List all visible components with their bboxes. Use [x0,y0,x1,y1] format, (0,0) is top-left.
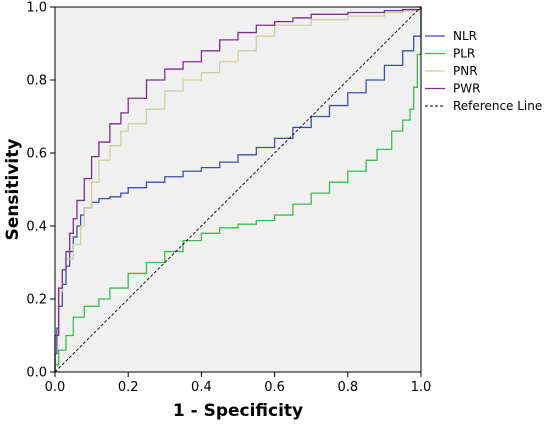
x-tick-label: 0.6 [264,380,285,395]
legend-label-nlr: NLR [453,29,477,43]
series-layer [54,6,422,373]
legend-label-plr: PLR [453,47,475,61]
x-tick-label: 1.0 [411,380,432,395]
x-tick-label: 0.4 [191,380,212,395]
y-tick-label: 0.2 [26,293,47,308]
x-tick-label: 0.0 [45,380,66,395]
y-tick-label: 0.8 [26,74,47,89]
y-axis-title: Sensitivity [3,139,23,241]
series-line-reference-line [54,6,422,373]
series-line-pnr [54,7,422,372]
legend: NLR PLR PNR PWR Reference Line [425,29,542,113]
series-line-pwr [54,7,422,372]
legend-label-reference-line: Reference Line [453,99,542,113]
plot-frame [54,6,422,373]
y-tick-label: 1.0 [26,1,47,16]
legend-label-pwr: PWR [453,82,480,96]
y-tick-label: 0.4 [26,220,47,235]
x-axis-title: 1 - Specificity [173,401,303,421]
y-tick-label: 0.6 [26,147,47,162]
axes-layer: 0.0 0.2 0.4 0.6 0.8 1.0 0.0 0.2 0.4 0.6 0.8 1.0 [26,1,431,396]
x-tick-label: 0.2 [118,380,139,395]
x-tick-label: 0.8 [337,380,358,395]
y-tick-label: 0.0 [26,366,47,381]
series-line-plr [54,7,422,372]
legend-label-pnr: PNR [453,64,478,78]
